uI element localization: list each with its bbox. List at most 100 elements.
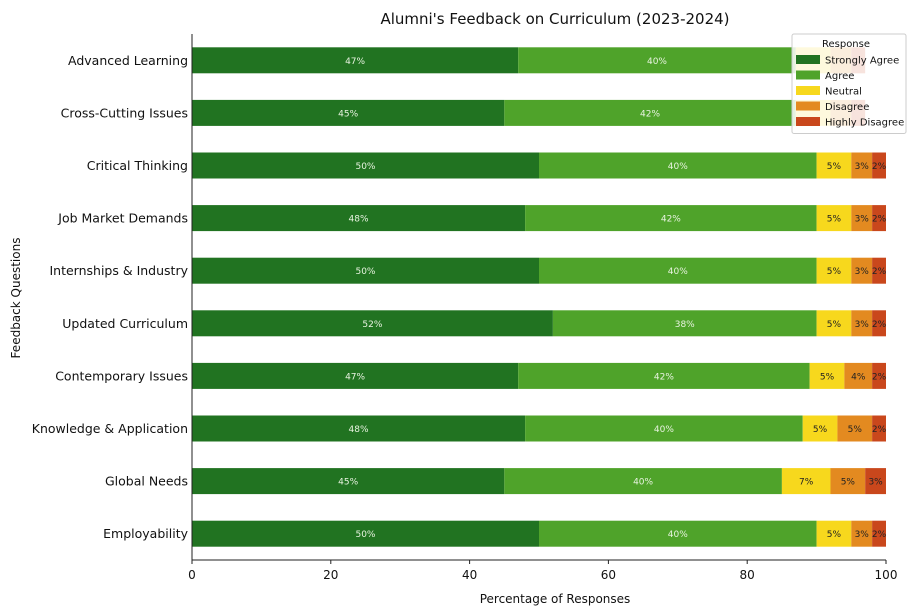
bar-segment [539, 520, 817, 547]
bar-value-label: 40% [668, 267, 688, 277]
category-label: Job Market Demands [57, 211, 188, 226]
bar-value-label: 2% [872, 320, 887, 330]
bar-value-label: 40% [647, 57, 667, 67]
bar-segment [539, 152, 817, 179]
legend-swatch [796, 117, 820, 126]
bar-value-label: 50% [355, 162, 375, 172]
bar-segment [872, 257, 886, 284]
legend-swatch [796, 101, 820, 111]
bar-segment [872, 520, 886, 547]
bar-value-label: 5% [820, 372, 835, 382]
bar-segment [816, 152, 852, 179]
bar-segment [816, 310, 852, 337]
bar-value-label: 5% [848, 425, 863, 435]
bar-value-label: 3% [855, 320, 870, 330]
bar-value-label: 42% [661, 215, 681, 225]
category-labels-group: Advanced Learning Cross-Cutting Issues Cri… [32, 53, 189, 541]
bar-value-label: 5% [827, 162, 842, 172]
bar-segment [192, 310, 553, 337]
bar-value-label: 47% [345, 372, 365, 382]
bar-segment [837, 415, 873, 442]
legend-box [791, 33, 907, 134]
bar-value-label: 2% [872, 215, 887, 225]
bar-segment [851, 257, 873, 284]
category-label: Updated Curriculum [62, 316, 188, 331]
bar-value-label: 42% [654, 372, 674, 382]
bar-value-label: 42% [640, 109, 660, 119]
bar-value-label: 5% [827, 320, 842, 330]
legend-entry-label: Disagree [825, 102, 869, 113]
bar-value-label: 2% [872, 530, 887, 540]
y-axis-label: Feedback Questions [9, 238, 23, 359]
bar-segment [851, 310, 873, 337]
bar-value-label: 40% [668, 162, 688, 172]
legend-entry-label: Strongly Agree [825, 56, 899, 67]
bar-value-label: 2% [872, 162, 887, 172]
bar-segment [851, 205, 873, 232]
category-label: Internships & Industry [49, 263, 188, 278]
bar-value-label: 5% [813, 425, 828, 435]
bar-segment [872, 205, 886, 232]
bar-segment [872, 310, 886, 337]
x-tick-label: 80 [740, 568, 755, 582]
legend-swatch [796, 55, 820, 64]
bar-segment [816, 205, 852, 232]
bar-value-label: 50% [355, 530, 375, 540]
bar-value-label: 50% [355, 267, 375, 277]
category-label: Knowledge & Application [32, 421, 188, 436]
bar-value-label: 48% [349, 215, 369, 225]
bar-segment [816, 520, 852, 547]
bar-value-label: 3% [855, 267, 870, 277]
bar-value-label: 7% [799, 478, 814, 488]
bar-segment [525, 415, 803, 442]
bar-segment [809, 362, 845, 389]
bar-segment [872, 152, 886, 179]
bar-segment [504, 468, 782, 495]
legend-entry-label: Agree [825, 71, 854, 82]
x-tick-label: 60 [601, 568, 616, 582]
x-tick-label: 100 [875, 568, 898, 582]
category-label: Contemporary Issues [55, 368, 188, 383]
legend-title: Response [822, 39, 870, 50]
bar-value-label: 45% [338, 109, 358, 119]
bar-segment [192, 47, 519, 74]
bar-segment [865, 468, 886, 495]
bar-value-label: 2% [872, 372, 887, 382]
bar-segment [192, 468, 505, 495]
chart-title: Alumni's Feedback on Curriculum (2023-20… [380, 10, 729, 28]
segment-labels-group: 47% 40%45% 42%50% 40% 5% 3% 2%48% 42% 5% 3% 2%50% 4… [338, 57, 887, 540]
bar-segment [802, 415, 838, 442]
bars-group [192, 47, 886, 547]
bar-segment [844, 362, 873, 389]
bar-segment [851, 520, 873, 547]
bar-segment [851, 152, 873, 179]
bar-value-label: 40% [633, 478, 653, 488]
category-label: Global Needs [105, 474, 188, 489]
bar-value-label: 40% [654, 425, 674, 435]
bar-value-label: 5% [827, 530, 842, 540]
bar-value-label: 3% [868, 478, 883, 488]
bar-segment [552, 310, 817, 337]
axes-group [191, 34, 886, 561]
bar-segment [504, 99, 796, 126]
bar-value-label: 5% [827, 215, 842, 225]
bar-segment [518, 47, 796, 74]
bar-segment [872, 362, 886, 389]
bar-value-label: 52% [362, 320, 382, 330]
bar-segment [525, 205, 817, 232]
bar-segment [539, 257, 817, 284]
category-label: Critical Thinking [87, 158, 188, 173]
bar-value-label: 3% [855, 162, 870, 172]
x-tick-label: 0 [188, 568, 196, 582]
legend-swatch [796, 70, 820, 80]
bar-segment [192, 362, 519, 389]
bar-value-label: 47% [345, 57, 365, 67]
bar-segment [192, 257, 539, 284]
bar-segment [816, 257, 852, 284]
x-tick-label: 40 [462, 568, 477, 582]
bar-value-label: 4% [851, 372, 866, 382]
bar-segment [830, 468, 866, 495]
x-tick-label: 20 [323, 568, 338, 582]
bar-value-label: 3% [855, 530, 870, 540]
